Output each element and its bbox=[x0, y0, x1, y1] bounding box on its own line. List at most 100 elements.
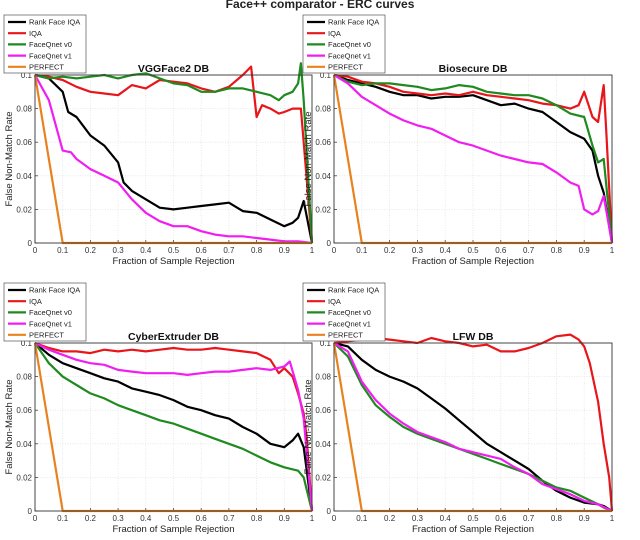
y-tick-label: 0.02 bbox=[16, 473, 32, 482]
series-line bbox=[333, 74, 614, 244]
x-tick-label: 0 bbox=[33, 246, 38, 255]
y-tick-label: 0.1 bbox=[21, 339, 33, 348]
x-tick-label: 0.4 bbox=[440, 246, 452, 255]
axes-frame bbox=[34, 342, 313, 512]
y-tick-label: 0.02 bbox=[16, 205, 32, 214]
legend-label: FaceQnet v1 bbox=[29, 319, 72, 328]
y-tick-label: 0.1 bbox=[320, 339, 332, 348]
series-line bbox=[333, 333, 614, 512]
x-tick-label: 0.5 bbox=[467, 514, 479, 523]
x-tick-label: 0.9 bbox=[579, 514, 591, 523]
y-tick-label: 0.08 bbox=[16, 105, 32, 114]
x-tick-label: 0.3 bbox=[113, 514, 125, 523]
x-tick-label: 0.6 bbox=[196, 514, 208, 523]
axes-frame bbox=[333, 74, 613, 244]
x-tick-label: 0 bbox=[332, 246, 337, 255]
series-line bbox=[34, 342, 314, 512]
series-line bbox=[333, 342, 613, 512]
y-tick-label: 0.04 bbox=[16, 172, 32, 181]
x-tick-label: 0.6 bbox=[495, 514, 507, 523]
chart-title: VGGFace2 DB bbox=[138, 63, 210, 75]
x-tick-label: 0.5 bbox=[467, 246, 479, 255]
legend-label: Rank Face IQA bbox=[29, 18, 80, 27]
x-tick-label: 0.4 bbox=[140, 246, 152, 255]
y-axis-label: False Non-Match Rate bbox=[4, 111, 15, 206]
x-tick-label: 0.5 bbox=[168, 246, 180, 255]
x-tick-label: 0.3 bbox=[113, 246, 125, 255]
y-tick-label: 0.06 bbox=[16, 138, 32, 147]
chart-title: CyberExtruder DB bbox=[128, 331, 219, 343]
chart-panel: 0 0.1 0.2 0.3 0.4 0.5 0.6 0.7 0.8 0.9 1 0 0.02 0.04 0.… bbox=[3, 282, 315, 535]
legend-label: IQA bbox=[328, 29, 341, 38]
x-tick-label: 0.6 bbox=[196, 246, 208, 255]
y-tick-label: 0.08 bbox=[16, 373, 32, 382]
x-tick-label: 0.1 bbox=[356, 514, 368, 523]
series-line bbox=[34, 341, 314, 512]
legend-label: FaceQnet v1 bbox=[29, 51, 72, 60]
y-axis-label: False Non-Match Rate bbox=[303, 111, 314, 206]
legend-label: Rank Face IQA bbox=[328, 18, 379, 27]
legend-label: FaceQnet v0 bbox=[29, 40, 72, 49]
series-line bbox=[34, 73, 314, 244]
chart-panel: 0 0.1 0.2 0.3 0.4 0.5 0.6 0.7 0.8 0.9 1 0 0.02 0.04 0.… bbox=[302, 282, 615, 535]
x-tick-label: 0.7 bbox=[223, 514, 235, 523]
y-tick-label: 0.06 bbox=[315, 406, 331, 415]
x-axis-label: Fraction of Sample Rejection bbox=[113, 256, 235, 267]
legend-label: IQA bbox=[29, 29, 42, 38]
chart-panel: 0 0.1 0.2 0.3 0.4 0.5 0.6 0.7 0.8 0.9 1 0 0.02 0.04 0.… bbox=[302, 14, 615, 267]
series-line bbox=[34, 62, 314, 244]
x-tick-label: 1 bbox=[310, 246, 315, 255]
x-tick-label: 0.2 bbox=[384, 514, 396, 523]
legend-label: Rank Face IQA bbox=[328, 286, 379, 295]
legend-label: FaceQnet v0 bbox=[328, 308, 371, 317]
y-axis-label: False Non-Match Rate bbox=[4, 379, 15, 474]
x-tick-label: 0.7 bbox=[523, 514, 535, 523]
x-tick-label: 0.4 bbox=[140, 514, 152, 523]
legend-label: PERFECT bbox=[328, 63, 363, 72]
axes-frame bbox=[34, 74, 313, 244]
series-line bbox=[333, 342, 613, 513]
legend-label: FaceQnet v0 bbox=[29, 308, 72, 317]
legend-label: Rank Face IQA bbox=[29, 286, 80, 295]
y-axis-label: False Non-Match Rate bbox=[303, 379, 314, 474]
legend-label: IQA bbox=[29, 297, 42, 306]
series-line bbox=[333, 73, 614, 244]
y-tick-label: 0.1 bbox=[320, 71, 332, 80]
y-tick-label: 0.08 bbox=[315, 373, 331, 382]
series-line bbox=[34, 65, 314, 244]
x-tick-label: 0.8 bbox=[251, 246, 263, 255]
x-tick-label: 0.6 bbox=[495, 246, 507, 255]
y-tick-label: 0.02 bbox=[315, 473, 331, 482]
x-tick-label: 0.9 bbox=[279, 514, 291, 523]
x-tick-label: 0 bbox=[332, 514, 337, 523]
y-tick-label: 0.04 bbox=[315, 440, 331, 449]
x-tick-label: 0.7 bbox=[523, 246, 535, 255]
x-tick-label: 1 bbox=[610, 246, 615, 255]
x-tick-label: 0.9 bbox=[579, 246, 591, 255]
y-tick-label: 0.08 bbox=[315, 105, 331, 114]
series-line bbox=[34, 342, 314, 512]
y-tick-label: 0.04 bbox=[315, 172, 331, 181]
x-tick-label: 0.1 bbox=[57, 514, 69, 523]
x-tick-label: 0.2 bbox=[85, 246, 97, 255]
y-tick-label: 0.06 bbox=[315, 138, 331, 147]
legend-label: PERFECT bbox=[29, 331, 64, 340]
x-tick-label: 0.1 bbox=[57, 246, 69, 255]
y-tick-label: 0.1 bbox=[21, 71, 33, 80]
x-tick-label: 0.8 bbox=[251, 514, 263, 523]
series-line bbox=[333, 74, 614, 244]
x-tick-label: 0.9 bbox=[279, 246, 291, 255]
x-tick-label: 0.3 bbox=[412, 514, 424, 523]
x-tick-label: 0.7 bbox=[223, 246, 235, 255]
x-tick-label: 0.8 bbox=[551, 246, 563, 255]
x-tick-label: 0.8 bbox=[551, 514, 563, 523]
x-tick-label: 0 bbox=[33, 514, 38, 523]
x-tick-label: 0.4 bbox=[440, 514, 452, 523]
legend-label: FaceQnet v1 bbox=[328, 51, 371, 60]
x-tick-label: 0.5 bbox=[168, 514, 180, 523]
x-tick-label: 0.3 bbox=[412, 246, 424, 255]
x-tick-label: 1 bbox=[610, 514, 615, 523]
y-tick-label: 0.04 bbox=[16, 440, 32, 449]
x-tick-label: 1 bbox=[310, 514, 315, 523]
